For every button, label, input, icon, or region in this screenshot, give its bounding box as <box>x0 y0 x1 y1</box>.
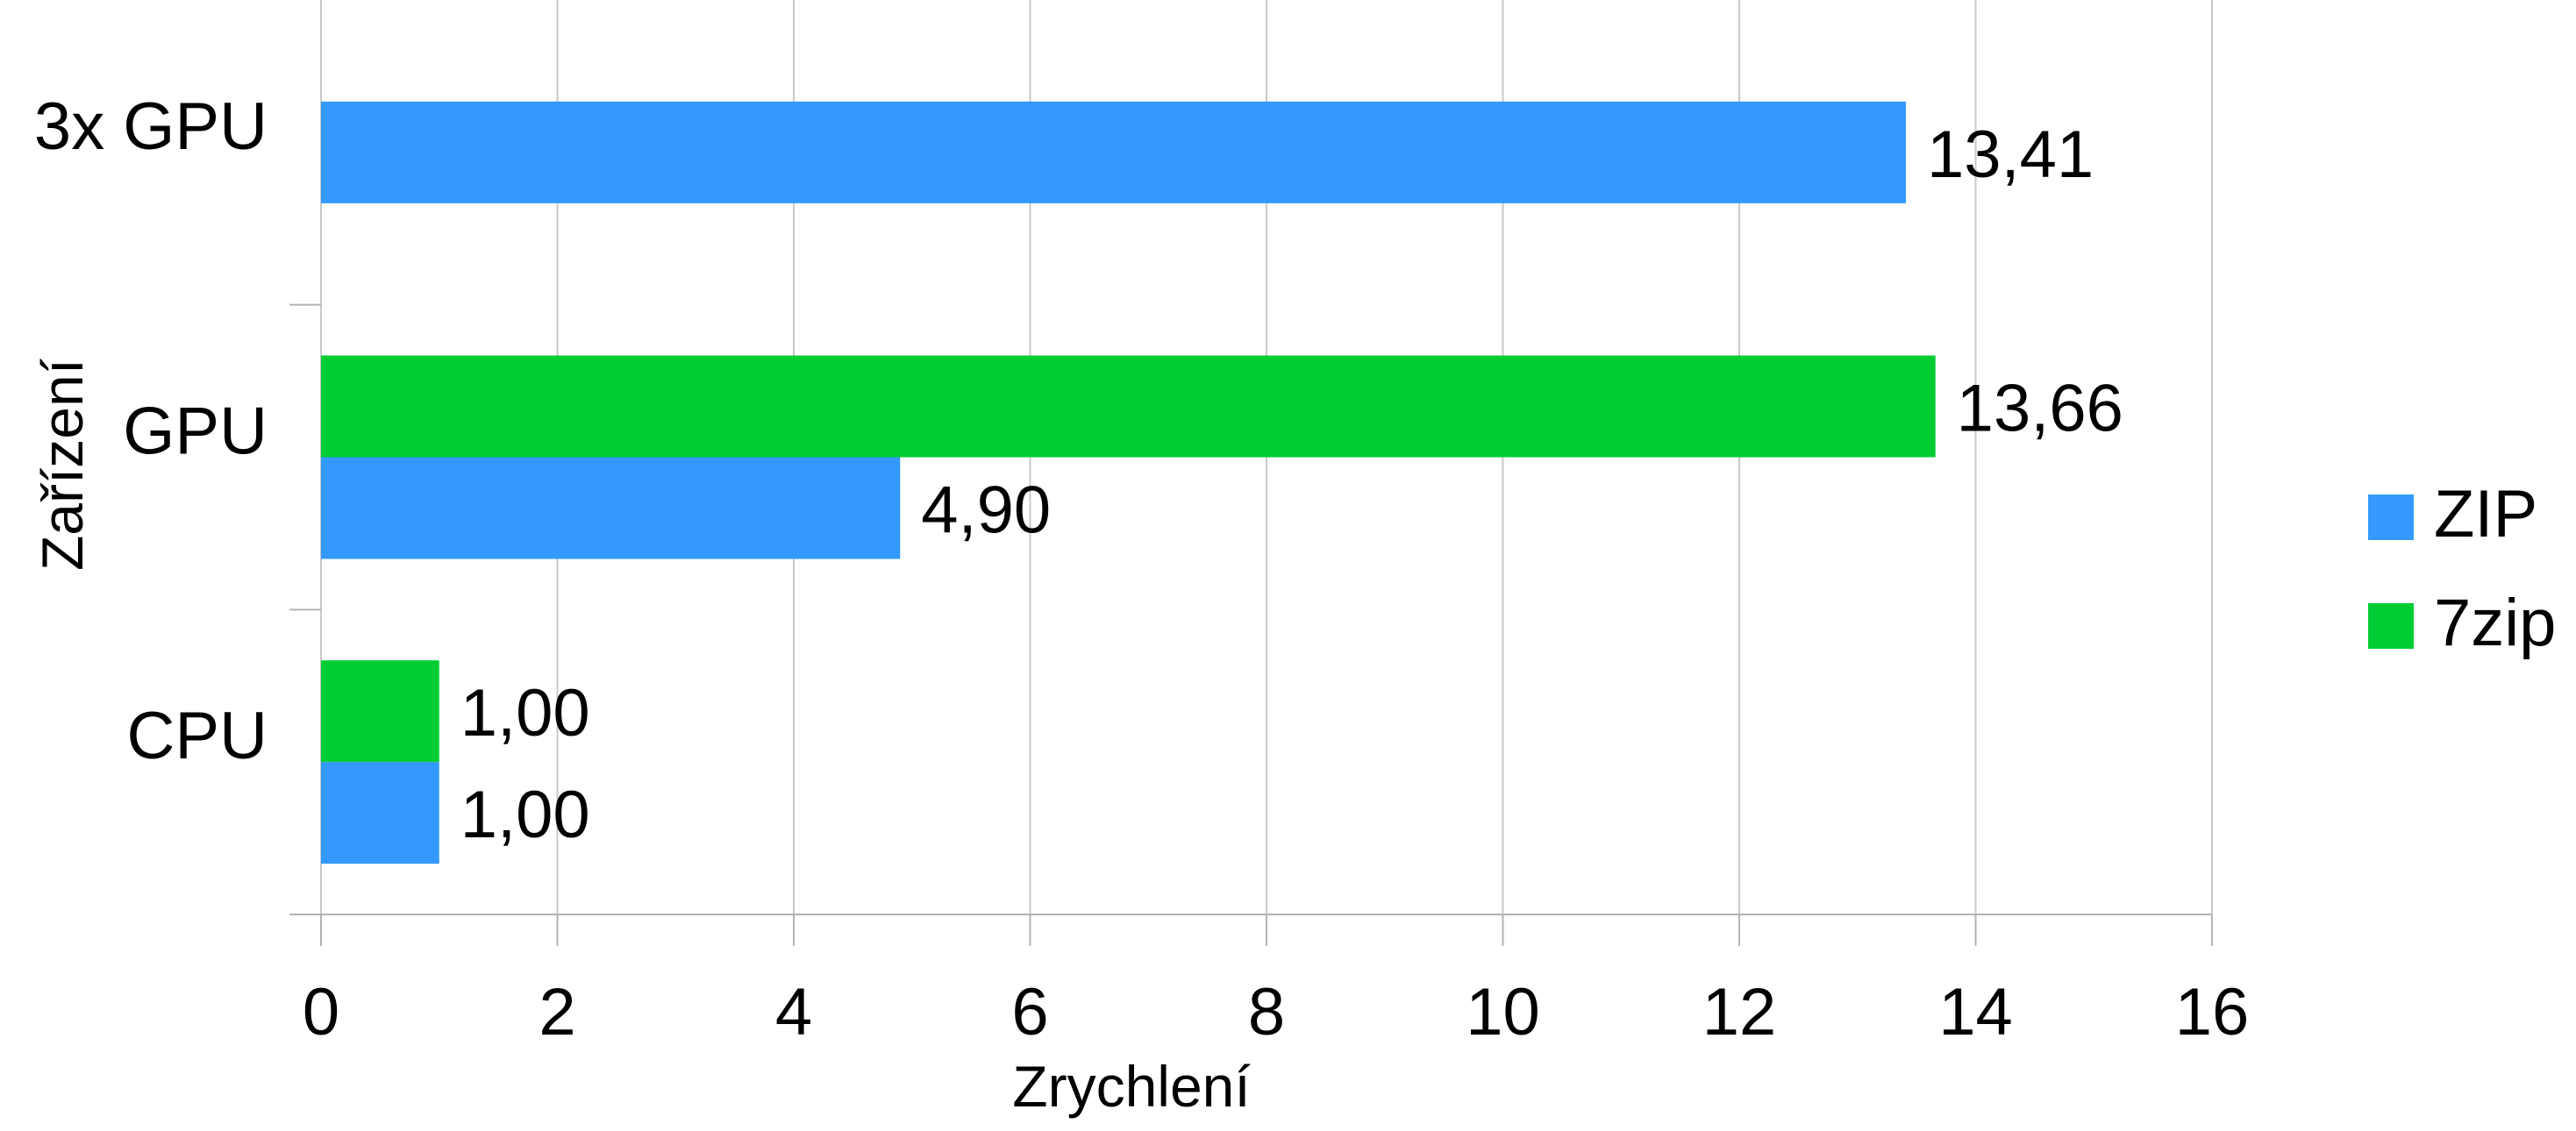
value-label: 4,90 <box>921 473 1051 548</box>
x-tick-label: 0 <box>303 975 339 1049</box>
bar-7zip-cpu <box>321 660 439 763</box>
x-tick-labels: 0 2 4 6 8 10 12 14 16 <box>303 975 2249 1049</box>
axes <box>289 303 2213 946</box>
y-axis-title: Zařízení <box>30 358 95 571</box>
x-tick-label: 16 <box>2175 975 2250 1049</box>
x-tick-label: 10 <box>1466 975 1540 1049</box>
x-axis-title: Zrychlení <box>1012 1054 1251 1119</box>
legend-label: ZIP <box>2434 477 2537 551</box>
category-label: CPU <box>127 699 268 773</box>
legend: ZIP 7zip <box>2368 477 2556 660</box>
bar-zip-3x-gpu <box>321 101 1906 203</box>
legend-swatch-7zip <box>2368 603 2414 649</box>
category-label: 3x GPU <box>34 89 268 164</box>
x-tick-label: 6 <box>1011 975 1048 1049</box>
x-tick-label: 2 <box>539 975 575 1049</box>
legend-label: 7zip <box>2434 586 2556 660</box>
x-tick-label: 8 <box>1248 975 1285 1049</box>
legend-swatch-zip <box>2368 494 2414 540</box>
value-label: 1,00 <box>460 778 590 852</box>
x-tick-label: 12 <box>1702 975 1777 1049</box>
value-label: 1,00 <box>460 676 590 750</box>
value-label: 13,41 <box>1927 117 2094 192</box>
bar-7zip-gpu <box>321 355 1936 458</box>
bar-zip-cpu <box>321 762 439 864</box>
x-tick-label: 4 <box>775 975 812 1049</box>
x-tick-label: 14 <box>1938 975 2013 1049</box>
category-labels: CPU GPU 3x GPU <box>34 89 268 773</box>
value-labels: 1,00 1,00 4,90 13,66 13,41 <box>460 117 2123 852</box>
value-label: 13,66 <box>1957 372 2123 446</box>
bar-zip-gpu <box>321 457 901 559</box>
category-label: GPU <box>123 395 268 469</box>
bars <box>321 101 1936 864</box>
